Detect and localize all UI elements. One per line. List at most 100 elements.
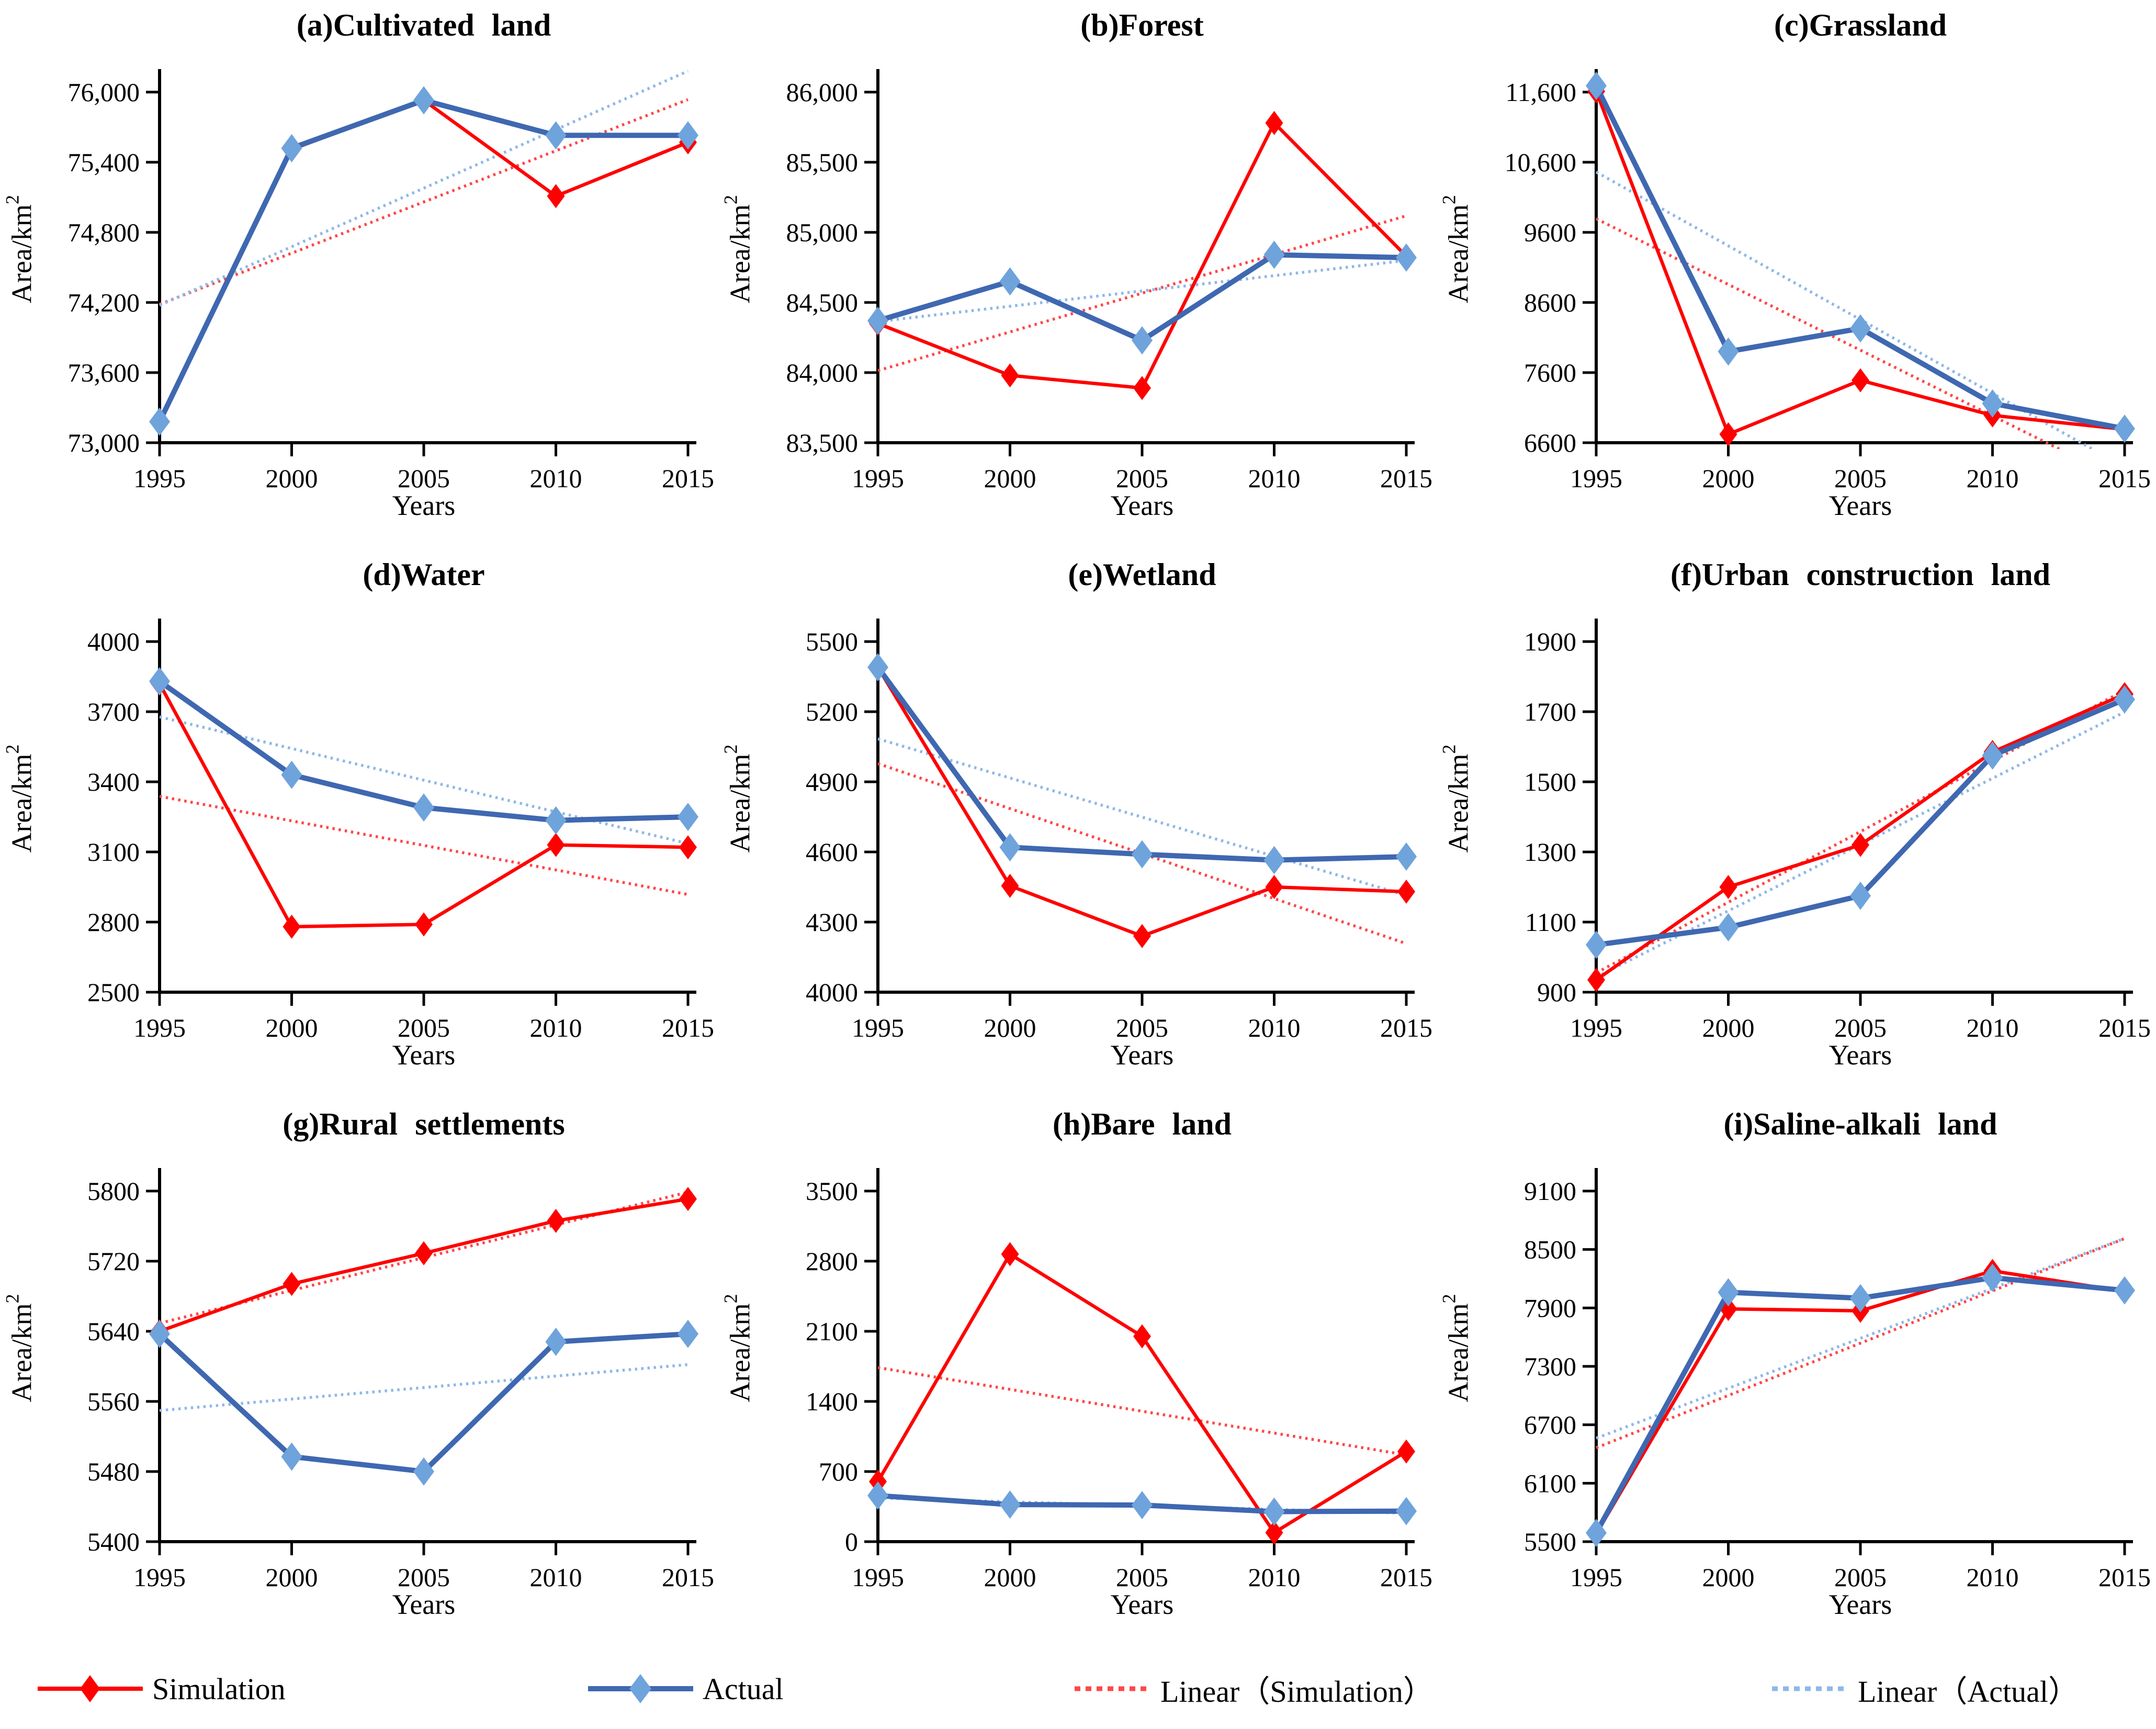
actual-marker [149,1320,170,1349]
linear-simulation-line-icon [1075,1686,1151,1691]
x-tick-label: 2010 [1248,1563,1301,1591]
legend-label-linear-simulation: Linear（Simulation） [1160,1675,1433,1709]
y-tick-label: 84,000 [786,358,859,387]
simulation-marker [1265,110,1283,135]
x-tick-label: 2015 [2098,1563,2151,1591]
panel-g-rural-settlements: (g)Rural settlements 5400 5480 5560 5640 572… [0,1099,718,1648]
x-tick-label: 1995 [1570,1563,1622,1591]
x-tick-label: 2015 [1380,1013,1432,1042]
x-tick-label: 2000 [266,464,318,492]
chart-title: (a)Cultivated land [296,8,551,42]
y-tick-label: 7900 [1524,1293,1576,1322]
simulation-marker [1133,1324,1151,1349]
y-tick-label: 73,600 [68,358,140,387]
actual-marker [281,760,302,789]
x-tick-label: 2000 [984,1563,1036,1591]
actual-marker [149,407,170,436]
simulation-marker [283,914,301,939]
trend-actual-line [159,1363,688,1412]
trend-simulation-line [1595,1237,2126,1450]
x-axis-title: Years [392,490,456,521]
actual-marker [545,121,567,150]
x-tick-label: 2010 [530,1563,582,1591]
actual-marker [149,667,170,695]
legend-label-linear-actual: Linear（Actual） [1858,1675,2079,1709]
trend-simulation-line [877,214,1407,372]
x-tick-label: 2010 [530,464,582,492]
y-tick-label: 10,600 [1505,148,1577,177]
y-tick-label: 6700 [1524,1410,1576,1440]
chart-title: (b)Forest [1080,8,1204,42]
x-tick-label: 2010 [1248,464,1301,492]
chart-canvas-saline-alkali-land: 5500 6100 6700 7300 7900 8500 9100 1995 2000 2005… [1524,1168,2151,1591]
trend-simulation-line [877,1366,1407,1456]
x-tick-label: 2015 [662,1013,714,1042]
x-tick-label: 2000 [1702,1563,1755,1591]
y-tick-label: 85,500 [786,148,859,177]
y-tick-label: 5400 [87,1527,140,1556]
legend-item-linear-actual: Linear（Actual） [1771,1667,2079,1711]
y-tick-label: 4300 [806,907,858,937]
panel-d-water: (d)Water 2500 2800 3100 3400 3700 4000 1995 200… [0,549,718,1099]
panel-c-grassland: (c)Grassland 6600 7600 8600 9600 10,600 11,60… [1437,0,2155,549]
actual-marker [1982,389,2003,418]
y-tick-label: 76,000 [68,77,140,107]
x-tick-label: 2005 [1834,464,1887,492]
simulation-marker [679,1187,697,1211]
y-tick-label: 11,600 [1505,77,1576,107]
actual-marker [1396,1497,1417,1525]
x-tick-label: 2005 [398,1013,450,1042]
panel-e-wetland: (e)Wetland 4000 4300 4600 4900 5200 5500 1995 2… [718,549,1437,1099]
simulation-marker [1852,833,1869,857]
chart-title: (h)Bare land [1053,1107,1232,1141]
x-tick-label: 2015 [662,1563,714,1591]
linear-actual-line-icon [1772,1686,1848,1691]
x-axis-title: Years [1828,490,1892,521]
y-tick-label: 5640 [87,1317,140,1346]
chart-title: (i)Saline-alkali land [1723,1107,1997,1141]
simulation-marker [547,184,565,208]
y-tick-label: 5560 [87,1387,140,1416]
simulation-marker [1265,1520,1283,1545]
actual-marker [545,1328,567,1356]
chart-title: (g)Rural settlements [283,1107,565,1141]
chart-title: (e)Wetland [1068,557,1216,592]
y-tick-label: 74,800 [68,218,140,247]
x-tick-label: 2000 [266,1013,318,1042]
x-tick-label: 2005 [1116,1013,1168,1042]
actual-marker [999,1490,1021,1519]
y-tick-label: 5200 [806,697,858,726]
x-axis-title: Years [1828,1589,1892,1620]
actual-marker [281,134,302,163]
actual-marker [2114,1276,2135,1305]
x-tick-label: 1995 [852,1563,904,1591]
actual-marker [1263,1497,1285,1526]
actual-marker [1132,1491,1153,1520]
y-tick-label: 2800 [806,1247,858,1276]
y-tick-label: 2800 [87,907,140,937]
actual-marker [1132,326,1153,355]
simulation-marker [679,835,697,860]
simulation-marker [1133,376,1151,400]
x-tick-label: 1995 [133,1563,186,1591]
x-tick-label: 2005 [398,1563,450,1591]
x-tick-label: 1995 [1570,1013,1622,1042]
y-tick-label: 3700 [87,697,140,726]
y-tick-label: 9100 [1524,1176,1576,1206]
figure-grid: (a)Cultivated land 73,000 73,600 74,200 74,… [0,0,2155,1648]
simulation-marker [1719,422,1737,446]
simulation-line-icon [38,1675,143,1702]
simulation-marker [415,1241,433,1265]
actual-marker [1132,840,1153,869]
x-tick-label: 2015 [2098,464,2151,492]
actual-line [157,1331,688,1474]
simulation-marker [547,833,565,857]
x-tick-label: 2010 [1967,1013,2019,1042]
y-tick-label: 5800 [87,1176,140,1206]
x-tick-label: 2005 [1116,1563,1168,1591]
actual-marker [1982,741,2003,770]
y-tick-label: 1400 [806,1387,858,1416]
actual-marker [678,121,698,150]
actual-marker [1718,337,1739,366]
y-tick-label: 4900 [806,767,858,796]
